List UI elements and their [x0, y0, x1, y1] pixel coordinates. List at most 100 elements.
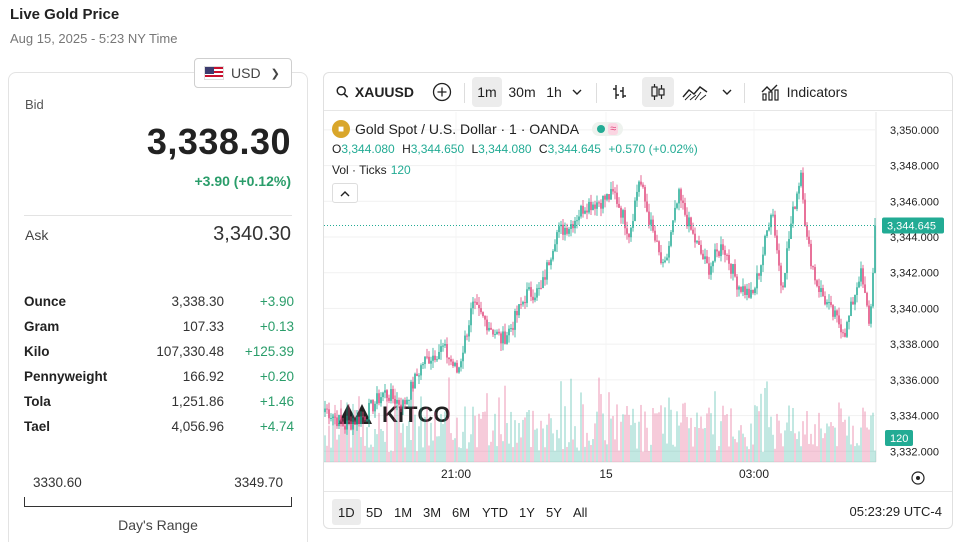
chart-area[interactable]: KITCO 3,350.000 3,348.000 3,346.000 3,344.0… — [324, 112, 952, 490]
candle-body — [382, 392, 384, 398]
page-title: Live Gold Price — [10, 6, 120, 23]
candle-body — [556, 232, 558, 245]
volume-bar — [516, 442, 518, 462]
candle-body — [590, 201, 592, 211]
last-price-label: 3,344.645 — [887, 220, 936, 232]
volume-bar — [666, 443, 668, 462]
chart-type-button[interactable] — [680, 77, 710, 107]
volume-bar — [364, 445, 366, 462]
volume-bar — [642, 451, 644, 462]
candle-body — [444, 344, 446, 346]
volume-bar — [792, 407, 794, 462]
volume-bar — [422, 447, 424, 462]
interval-button[interactable]: 1m — [472, 77, 502, 107]
candle-body — [492, 329, 494, 335]
volume-bar — [684, 402, 686, 462]
candle-body — [648, 211, 650, 225]
range-button-3m[interactable]: 3M — [423, 504, 442, 520]
days-range-label: Day's Range — [118, 517, 198, 533]
divider — [24, 215, 292, 216]
bar-style-button[interactable] — [606, 77, 634, 107]
volume-bar — [748, 449, 750, 462]
candle-body — [688, 217, 690, 227]
volume-bar — [390, 450, 392, 462]
candle-body — [332, 416, 334, 418]
interval-button[interactable]: 1h — [546, 84, 562, 100]
volume-bar — [442, 424, 444, 462]
candle-body — [400, 404, 402, 409]
interval-dropdown-button[interactable] — [568, 77, 586, 107]
range-button-all[interactable]: All — [573, 504, 588, 520]
candle-body — [610, 189, 612, 200]
chevron-down-icon — [572, 89, 582, 95]
candle-body — [626, 228, 628, 234]
volume-bar — [680, 422, 682, 462]
range-button-ytd[interactable]: YTD — [482, 504, 508, 520]
candle-body — [710, 266, 712, 275]
interval-button[interactable]: 30m — [508, 84, 536, 100]
volume-bar — [804, 434, 806, 462]
candle-body — [636, 191, 638, 201]
close-label: C — [538, 142, 548, 156]
volume-bar — [712, 434, 714, 462]
candle-body — [722, 244, 724, 251]
volume-bar — [608, 392, 610, 462]
candle-body — [812, 266, 814, 268]
volume-bar — [692, 446, 694, 462]
candle-body — [568, 228, 570, 234]
candle-body — [846, 322, 848, 337]
volume-bar — [450, 433, 452, 462]
collapse-legend-button[interactable] — [332, 183, 358, 203]
candle-body — [450, 359, 452, 362]
range-button-6m[interactable]: 6M — [452, 504, 471, 520]
market-status-pill[interactable]: ≈ — [592, 122, 624, 136]
candle-body — [804, 199, 806, 226]
symbol-search-button[interactable]: XAUUSD — [332, 77, 414, 107]
volume-bar — [480, 418, 482, 462]
volume-bar — [328, 425, 330, 462]
candle-body — [638, 181, 640, 192]
volume-bar — [816, 446, 818, 462]
volume-bar — [522, 419, 524, 462]
volume-bar — [828, 426, 830, 462]
volume-bar — [872, 412, 874, 462]
indicators-button[interactable]: Indicators — [754, 77, 854, 107]
chart-settings-button[interactable] — [911, 471, 925, 485]
volume-bar — [696, 412, 698, 462]
volume-bar — [466, 448, 468, 462]
range-button-1d[interactable]: 1D — [332, 499, 361, 525]
candle-body — [720, 244, 722, 257]
volume-bar — [470, 434, 472, 462]
candles-style-button[interactable] — [642, 77, 674, 107]
volume-bar — [580, 392, 582, 462]
volume-bar — [514, 420, 516, 462]
range-button-5y[interactable]: 5Y — [546, 504, 562, 520]
volume-bar — [618, 450, 620, 462]
volume-value: 120 — [390, 163, 411, 177]
candle-body — [778, 250, 780, 266]
kitco-logo-icon — [338, 404, 372, 424]
candle-body — [832, 305, 834, 317]
currency-select[interactable]: USD ❯ — [194, 58, 292, 88]
realtime-wave-icon: ≈ — [608, 123, 619, 135]
range-button-1y[interactable]: 1Y — [519, 504, 535, 520]
volume-bar — [836, 446, 838, 462]
volume-bar — [782, 446, 784, 462]
candle-body — [734, 264, 736, 277]
candle-body — [498, 331, 500, 334]
range-button-1m[interactable]: 1M — [394, 504, 413, 520]
candle-body — [872, 272, 874, 307]
volume-bar — [472, 406, 474, 462]
candle-body — [584, 210, 586, 214]
candle-body — [868, 305, 870, 324]
chart-type-dropdown-button[interactable] — [718, 77, 736, 107]
unit-row-tola: Tola 1,251.86 +1.46 — [24, 389, 294, 414]
volume-bar — [576, 447, 578, 462]
compare-symbol-button[interactable] — [430, 77, 454, 107]
range-button-5d[interactable]: 5D — [366, 504, 383, 520]
volume-bar — [770, 416, 772, 462]
price-tick-label: 3,334.000 — [890, 411, 939, 423]
volume-bar — [718, 446, 720, 462]
high-value: 3,344.650 — [410, 142, 465, 156]
candle-body — [576, 220, 578, 222]
